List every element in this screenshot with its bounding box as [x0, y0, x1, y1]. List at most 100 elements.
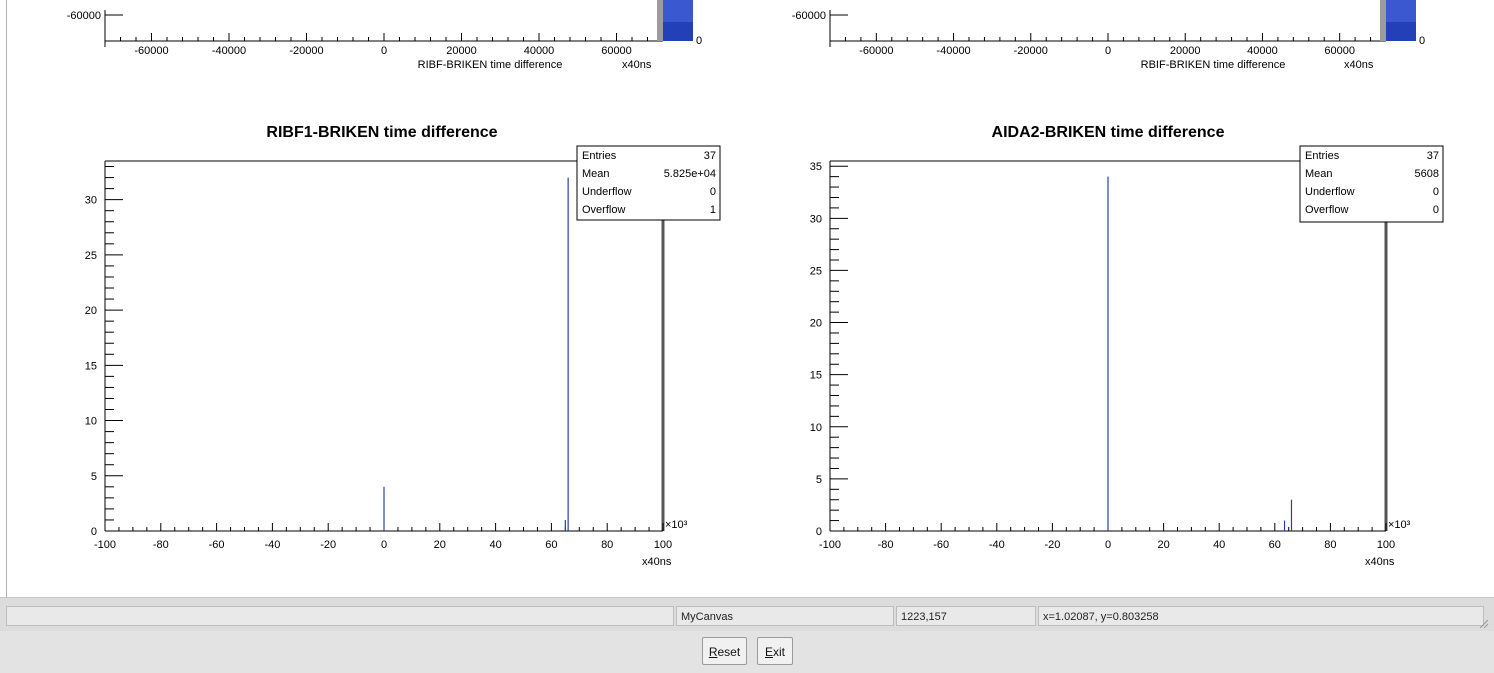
top-left-xtick-label: -60000 — [134, 45, 168, 57]
status-field-data-coords: x=1.02087, y=0.803258 — [1038, 606, 1484, 626]
top-left-xtick-label: 20000 — [446, 45, 477, 57]
canvas-left-border — [6, 0, 7, 597]
top-right-xlabel: RBIF-BRIKEN time difference — [1141, 59, 1286, 71]
bottom-left-xunit: x40ns — [642, 556, 672, 568]
bottom-left-xtick-label: 80 — [601, 539, 613, 551]
top-left-xtick-label: 60000 — [601, 45, 632, 57]
bottom-right-xtick-label: -40 — [989, 539, 1005, 551]
bottom-right-bars — [1107, 176, 1293, 531]
bottom-left-stats-label: Entries — [582, 150, 617, 162]
top-right-xtick-label: -20000 — [1014, 45, 1048, 57]
top-left-palette-bar-light — [663, 0, 693, 22]
top-right-xtick-label: -60000 — [859, 45, 893, 57]
status-field-pixel-coords: 1223,157 — [896, 606, 1036, 626]
bottom-left-stats-label: Mean — [582, 168, 610, 180]
top-right-palette-grey — [1380, 0, 1386, 41]
top-right-xtick-label: 40000 — [1247, 45, 1278, 57]
top-right-xtick-label: 20000 — [1170, 45, 1201, 57]
root-canvas[interactable]: -60000 -60000 -40000 -20000 0 20000 40000 6000… — [0, 0, 1494, 597]
bottom-left-xtick-label: 0 — [381, 539, 387, 551]
top-left-xunit: x40ns — [622, 59, 652, 71]
bottom-right-ytick-label: 35 — [810, 161, 822, 173]
bottom-right-ytick-label: 15 — [810, 370, 822, 382]
top-left-xtick-label: -20000 — [289, 45, 323, 57]
bottom-right-histogram[interactable]: AIDA2-BRIKEN time difference 0 5 10 15 20 25 3… — [747, 80, 1494, 580]
bottom-right-xtick-label: -20 — [1044, 539, 1060, 551]
top-left-xlabel: RIBF-BRIKEN time difference — [418, 59, 563, 71]
bottom-right-xtick-label: 0 — [1105, 539, 1111, 551]
bottom-left-xtick-label: 20 — [434, 539, 446, 551]
bottom-right-y-ticks: 0 5 10 15 20 25 30 35 — [810, 161, 848, 538]
bottom-right-ytick-label: 20 — [810, 318, 822, 330]
bottom-left-stats-value: 1 — [710, 204, 716, 216]
resize-grip-icon[interactable] — [1478, 618, 1488, 628]
bottom-right-stats-label: Overflow — [1305, 204, 1348, 216]
bottom-left-xtick-label: 60 — [545, 539, 557, 551]
bottom-left-stats-label: Underflow — [582, 186, 632, 198]
top-right-palette-bar-light — [1386, 0, 1416, 22]
bottom-left-xtick-label: -80 — [153, 539, 169, 551]
bottom-left-xtick-label: -20 — [320, 539, 336, 551]
reset-button-label: eset — [717, 645, 741, 659]
top-right-ytick-label: -60000 — [792, 10, 826, 22]
bottom-right-xtick-label: 60 — [1269, 539, 1281, 551]
top-right-xunit: x40ns — [1344, 59, 1374, 71]
top-left-histogram[interactable]: -60000 -60000 -40000 -20000 0 20000 40000 6000… — [0, 0, 747, 80]
top-right-histogram[interactable]: -60000 -60000 -40000 -20000 0 20000 40000 6000… — [747, 0, 1494, 80]
bottom-left-stats-value: 0 — [710, 186, 716, 198]
bottom-right-xtick-label: -60 — [933, 539, 949, 551]
exit-button-mnemonic: E — [764, 645, 773, 659]
top-left-xtick-label: 0 — [381, 45, 387, 57]
exit-button-label: xit — [773, 645, 785, 659]
bottom-right-xtick-label: 40 — [1213, 539, 1225, 551]
bottom-right-ytick-label: 0 — [816, 526, 822, 538]
bottom-right-stats-value: 0 — [1433, 186, 1439, 198]
bottom-right-stats-label: Mean — [1305, 168, 1333, 180]
bottom-right-stats-label: Underflow — [1305, 186, 1355, 198]
status-bar: MyCanvas 1223,157 x=1.02087, y=0.803258 — [0, 597, 1494, 632]
bottom-left-stats-box[interactable]: Entries 37 Mean 5.825e+04 Underflow 0 Overflow… — [576, 145, 721, 221]
bottom-right-stats-value: 0 — [1433, 204, 1439, 216]
top-right-xtick-label: 0 — [1105, 45, 1111, 57]
bottom-right-ytick-label: 5 — [816, 474, 822, 486]
bottom-right-stats-label: Entries — [1305, 150, 1340, 162]
top-left-palette-grey — [657, 0, 663, 41]
bottom-left-ytick-label: 5 — [91, 471, 97, 483]
bottom-left-histogram[interactable]: RIBF1-BRIKEN time difference 05101520253… — [0, 80, 747, 580]
button-bar: Reset Exit — [0, 631, 1494, 673]
bottom-right-stats-value: 37 — [1427, 150, 1439, 162]
top-right-x-ticks: -60000 -40000 -20000 0 20000 40000 60000 — [829, 33, 1387, 57]
bottom-left-stats-label: Overflow — [582, 204, 625, 216]
bottom-right-xtick-label: -100 — [819, 539, 841, 551]
bottom-right-xmultiplier: ×10³ — [1388, 519, 1411, 531]
top-right-xtick-label: 60000 — [1324, 45, 1355, 57]
bottom-left-x-ticks: -100 -80 -60 -40 -20 0 20 40 60 80 100 — [94, 523, 672, 551]
bottom-right-xtick-label: 20 — [1157, 539, 1169, 551]
bottom-left-y-ticks: 0 5 10 15 20 25 30 — [85, 166, 123, 538]
bottom-right-stats-value: 5608 — [1415, 168, 1439, 180]
bottom-left-ytick-label: 0 — [91, 526, 97, 538]
bottom-left-xtick-label: -40 — [264, 539, 280, 551]
top-left-xtick-label: 40000 — [524, 45, 555, 57]
bottom-left-xtick-label: -100 — [94, 539, 116, 551]
bottom-left-xmultiplier: ×10³ — [665, 519, 688, 531]
bottom-left-ytick-label: 15 — [85, 360, 97, 372]
top-right-palette-tick: 0 — [1419, 35, 1425, 47]
bottom-left-xtick-label: -60 — [209, 539, 225, 551]
top-right-xtick-label: -40000 — [936, 45, 970, 57]
bottom-left-title: RIBF1-BRIKEN time difference — [266, 124, 497, 141]
bottom-left-xtick-label: 40 — [489, 539, 501, 551]
bottom-right-ytick-label: 10 — [810, 422, 822, 434]
exit-button[interactable]: Exit — [757, 637, 793, 665]
bottom-left-xtick-label: 100 — [654, 539, 672, 551]
bottom-left-bars — [383, 177, 569, 531]
bottom-right-stats-box[interactable]: Entries 37 Mean 5608 Underflow 0 Overflow 0 — [1299, 145, 1444, 223]
bottom-right-xtick-label: -80 — [878, 539, 894, 551]
bottom-right-ytick-label: 30 — [810, 213, 822, 225]
bottom-right-x-ticks: -100 -80 -60 -40 -20 0 20 40 60 80 100 — [819, 523, 1395, 551]
bottom-right-xunit: x40ns — [1365, 556, 1395, 568]
reset-button[interactable]: Reset — [702, 637, 747, 665]
status-field-canvas-name: MyCanvas — [676, 606, 894, 626]
top-left-ytick-label: -60000 — [67, 10, 101, 22]
bottom-right-xtick-label: 80 — [1324, 539, 1336, 551]
